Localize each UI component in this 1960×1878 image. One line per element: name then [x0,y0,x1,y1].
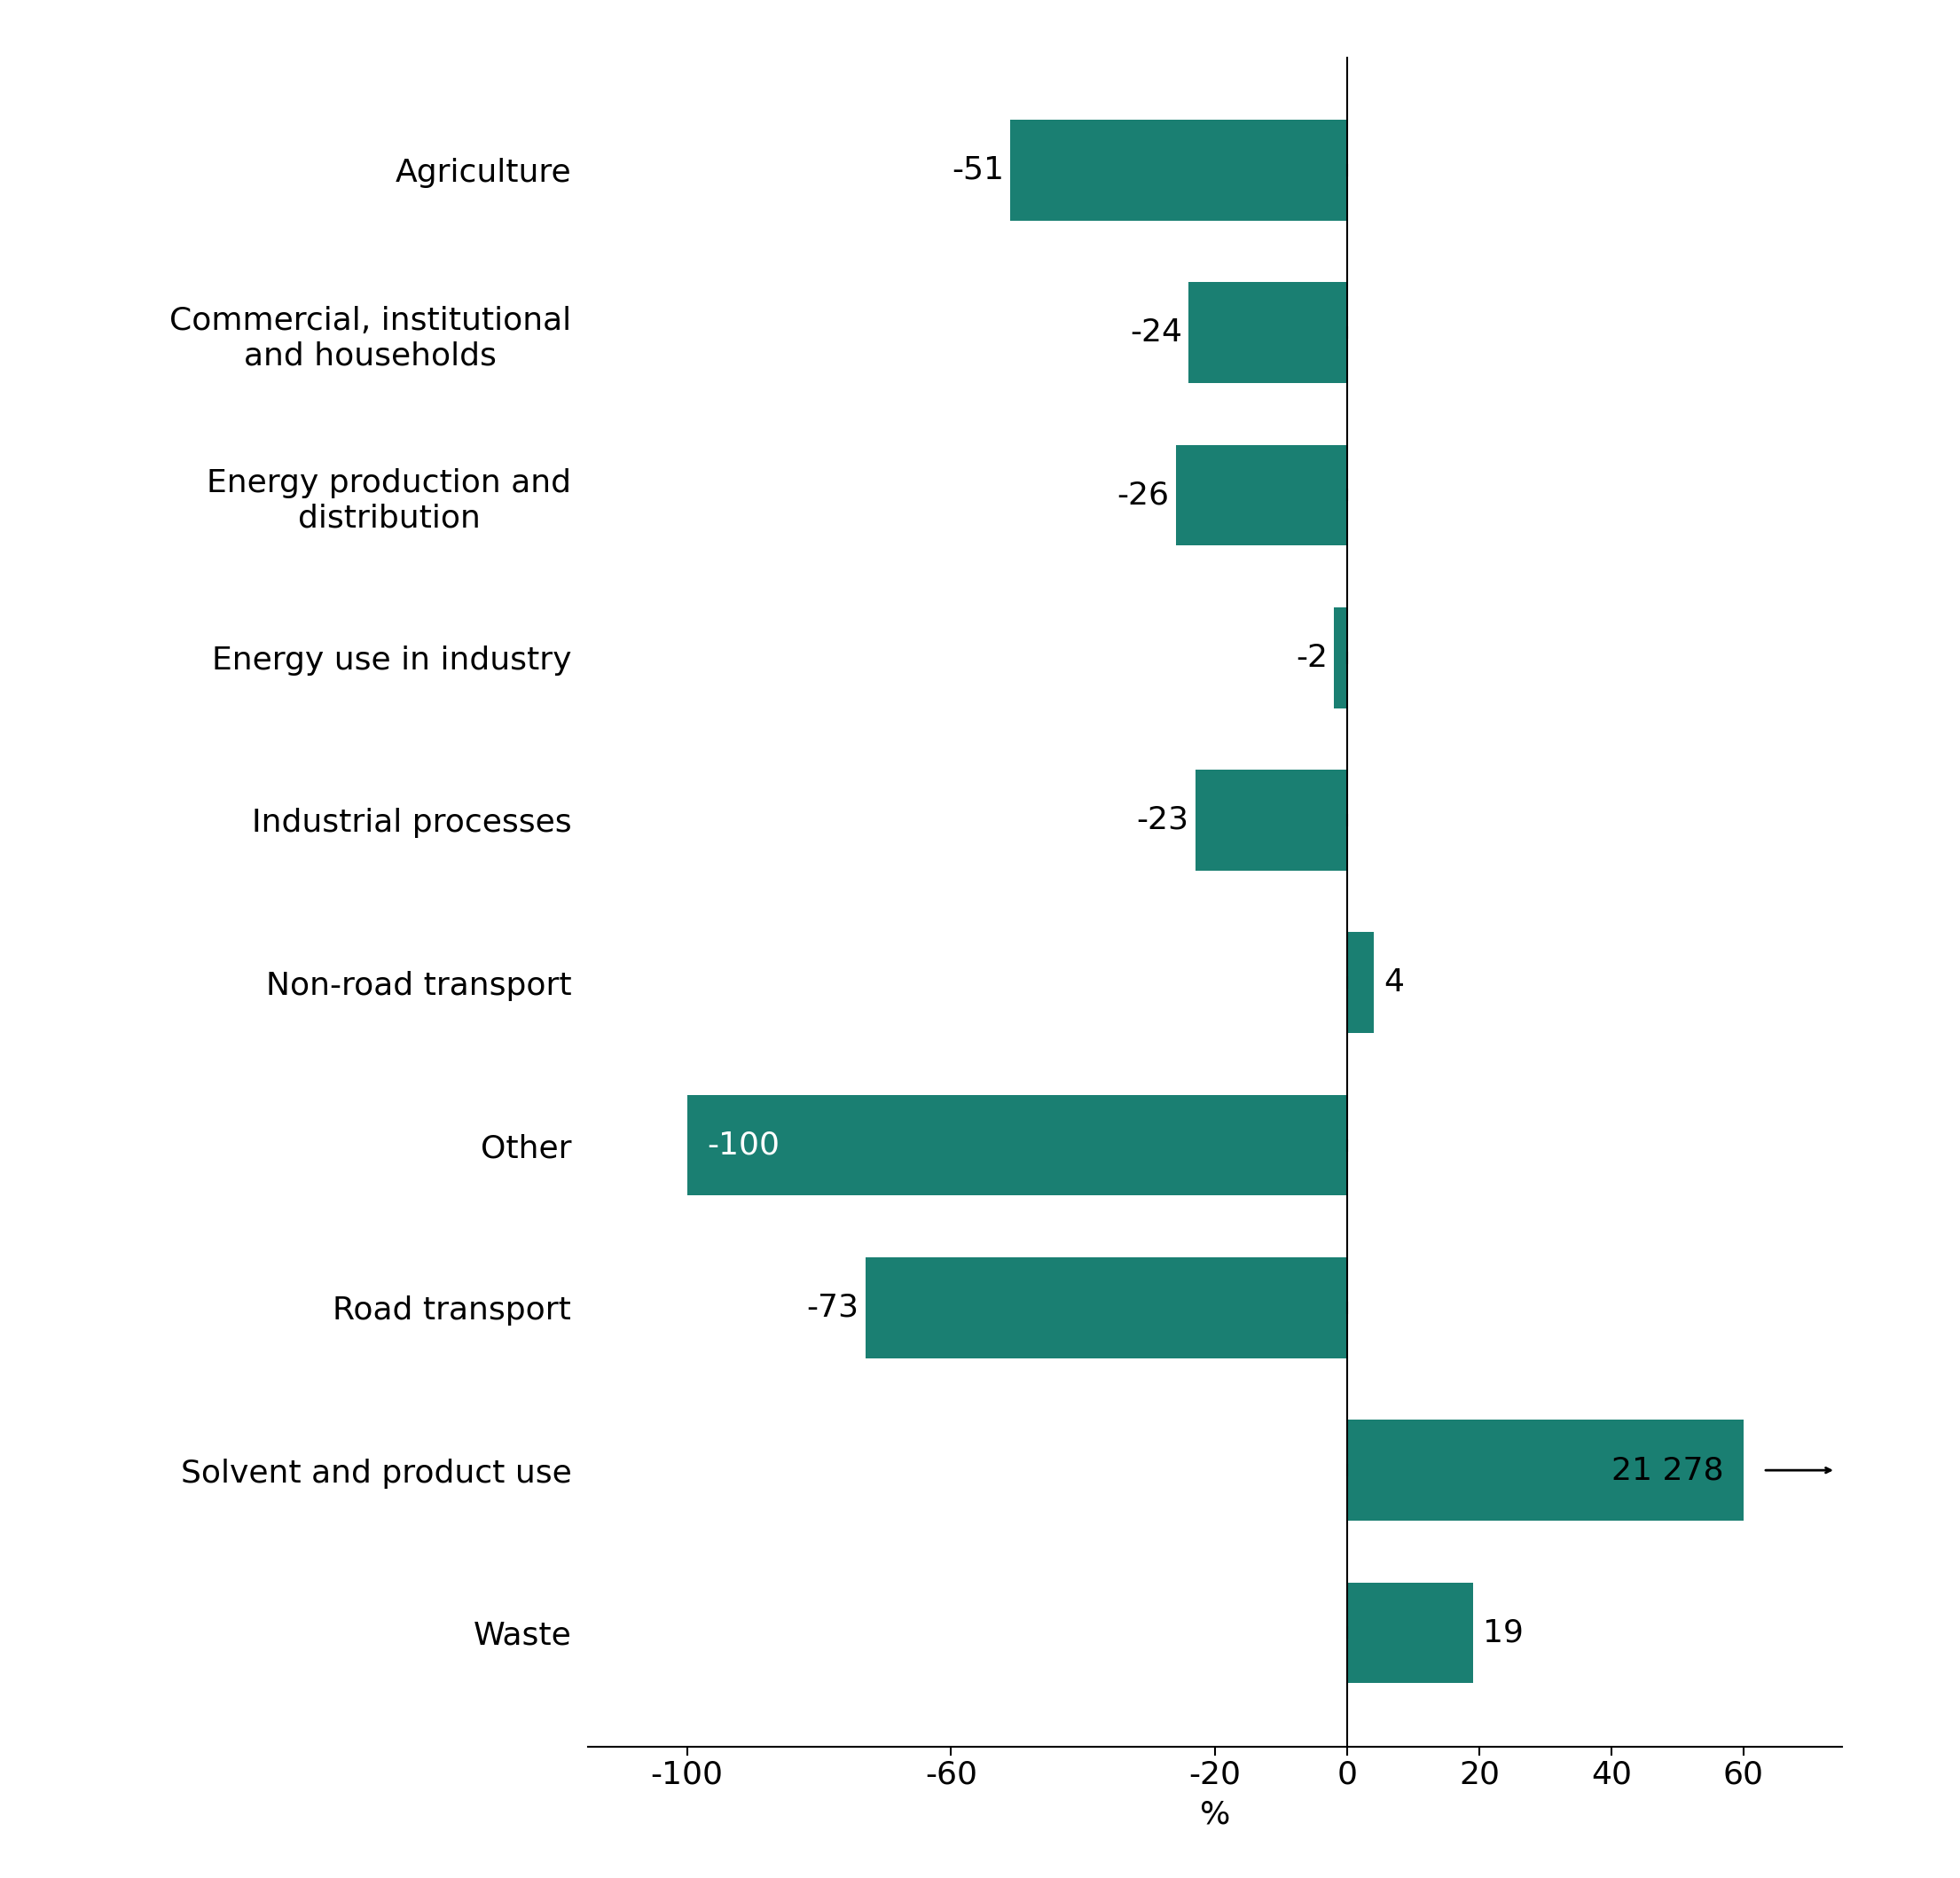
Text: -2: -2 [1296,642,1327,672]
Bar [1011,120,1347,220]
Bar [1176,445,1347,545]
Bar [1335,607,1347,708]
Text: 19: 19 [1482,1617,1523,1647]
Text: -26: -26 [1117,481,1168,511]
Text: -24: -24 [1129,317,1182,347]
Bar [688,1095,1347,1196]
X-axis label: %: % [1200,1799,1231,1829]
Bar [1347,1583,1472,1683]
Text: -51: -51 [953,156,1004,186]
Bar [1190,282,1347,383]
Bar [1347,1420,1742,1521]
Text: 4: 4 [1384,967,1403,997]
Text: -23: -23 [1137,806,1190,836]
Bar [1347,931,1374,1033]
Bar [1196,770,1347,871]
Text: -100: -100 [708,1131,780,1161]
Text: 21 278: 21 278 [1611,1455,1723,1485]
Text: -73: -73 [806,1292,858,1322]
Bar [864,1258,1347,1358]
